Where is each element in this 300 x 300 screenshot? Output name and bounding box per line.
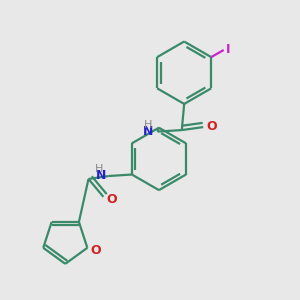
- Text: H: H: [143, 120, 152, 130]
- Text: I: I: [226, 43, 230, 56]
- Text: N: N: [143, 125, 153, 138]
- Text: O: O: [207, 120, 218, 133]
- Text: H: H: [95, 164, 103, 174]
- Text: N: N: [96, 169, 106, 182]
- Text: O: O: [90, 244, 101, 257]
- Text: O: O: [106, 193, 117, 206]
